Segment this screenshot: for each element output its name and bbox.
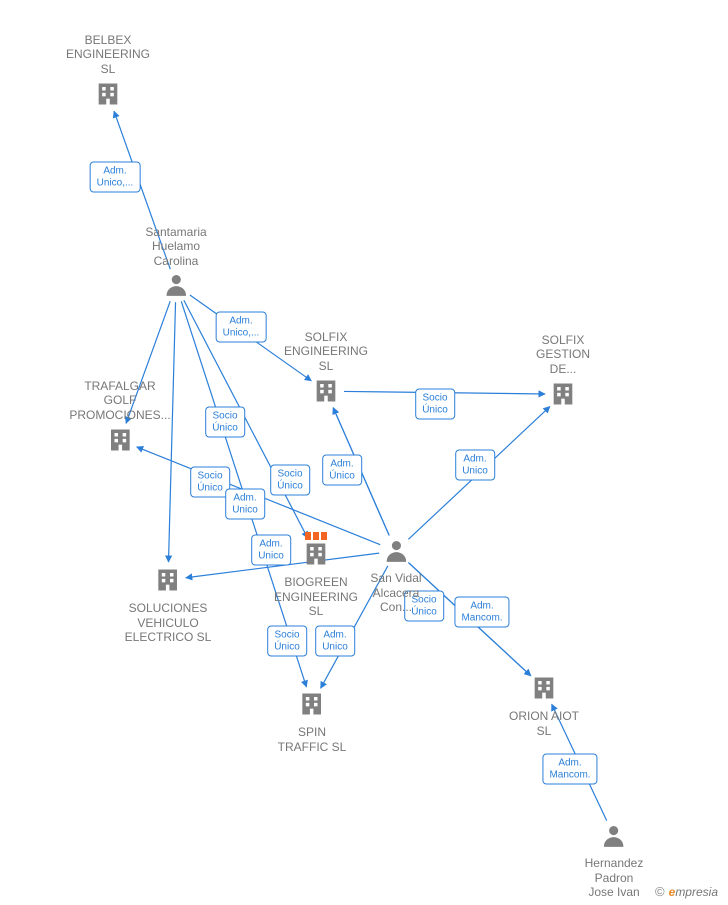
edge-label: SocioÚnico bbox=[270, 465, 310, 496]
edge-label: SocioÚnico bbox=[267, 626, 307, 657]
edge-label: SocioÚnico bbox=[205, 407, 245, 438]
edge-label: Adm.Unico bbox=[225, 489, 265, 520]
highlight-badge bbox=[305, 532, 327, 540]
edge-label: SocioÚnico bbox=[404, 591, 444, 622]
edge-label: SocioÚnico bbox=[415, 389, 455, 420]
edge-label: Adm.Unico,... bbox=[216, 312, 267, 343]
edge-label: Adm.Unico,... bbox=[90, 162, 141, 193]
edge-label: Adm.Unico bbox=[315, 626, 355, 657]
copyright-symbol: © bbox=[655, 884, 665, 899]
edges-layer bbox=[0, 0, 728, 905]
edge-label: Adm.Unico bbox=[251, 535, 291, 566]
edge-label: Adm.Mancom. bbox=[542, 754, 597, 785]
diagram-canvas: Adm.Unico,... Adm.Unico,... SocioÚnico Soci… bbox=[0, 0, 728, 905]
edge-line bbox=[126, 301, 170, 423]
footer-copyright: © empresia bbox=[655, 884, 718, 899]
edge-label: Adm.Mancom. bbox=[454, 597, 509, 628]
edge-label: Adm.Único bbox=[322, 455, 362, 486]
edge-line bbox=[168, 302, 175, 562]
edge-label: Adm.Unico bbox=[455, 450, 495, 481]
edge-label: SocioÚnico bbox=[190, 467, 230, 498]
brand-logo: empresia bbox=[669, 885, 718, 899]
